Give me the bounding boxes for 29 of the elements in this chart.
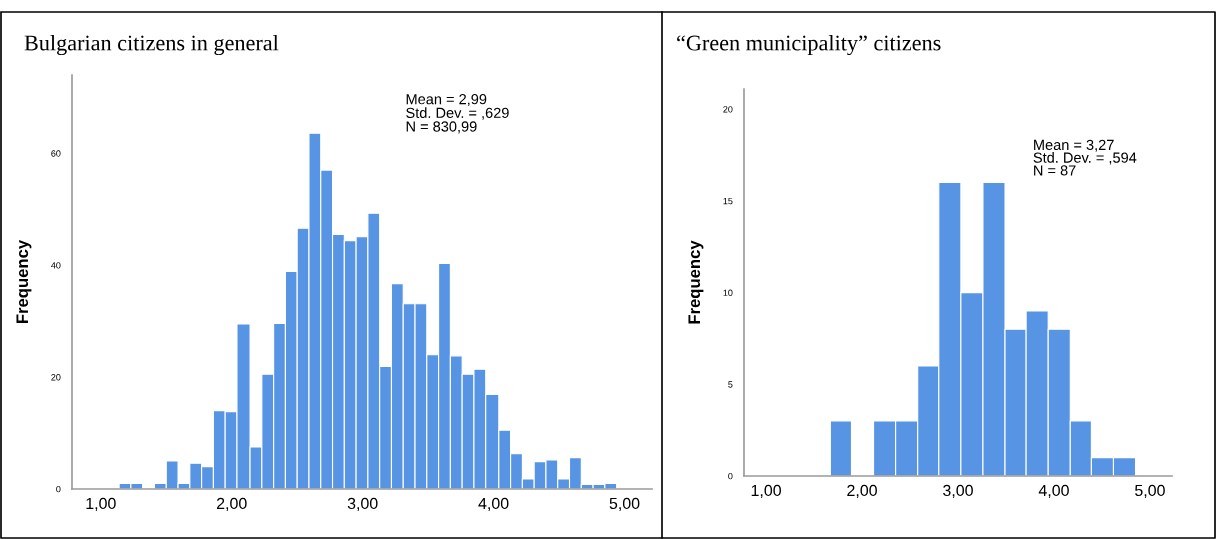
annotation: Mean = 3,27 xyxy=(1034,139,1114,152)
chart-title: “Green municipality” citizens xyxy=(677,34,941,56)
y-tick-label: 0 xyxy=(728,472,733,480)
annotation: Mean = 2,99 xyxy=(406,94,487,107)
y-tick-label: 60 xyxy=(51,150,61,157)
x-tick-label: 3,00 xyxy=(347,497,378,511)
annotation: Std. Dev. = ,594 xyxy=(1033,152,1137,165)
y-tick-label: 0 xyxy=(56,485,61,493)
x-tick-label: 4,00 xyxy=(478,497,509,511)
x-tick-label: 1,00 xyxy=(751,484,781,498)
y-tick-label: 15 xyxy=(723,197,733,205)
x-tick-label: 4,00 xyxy=(1038,484,1069,498)
x-tick-label: 2,00 xyxy=(847,484,877,498)
annotation: N = 87 xyxy=(1034,165,1076,176)
y-axis-title: Frequency xyxy=(16,239,32,324)
x-tick-label: 2,00 xyxy=(216,497,247,511)
annotation: Std. Dev. = ,629 xyxy=(406,107,509,120)
y-tick-label: 40 xyxy=(51,262,61,269)
x-tick-label: 5,00 xyxy=(609,497,640,511)
y-tick-label: 20 xyxy=(723,106,733,113)
y-tick-label: 5 xyxy=(728,381,733,388)
x-tick-label: 5,00 xyxy=(1135,484,1165,498)
x-tick-label: 1,00 xyxy=(86,497,116,511)
y-tick-label: 20 xyxy=(51,374,61,381)
chart-title: Bulgarian citizens in general xyxy=(24,34,279,56)
annotation: N = 830,99 xyxy=(406,121,477,134)
x-tick-label: 3,00 xyxy=(943,484,973,498)
y-tick-label: 10 xyxy=(723,289,733,296)
y-axis-title: Frequency xyxy=(688,240,704,324)
